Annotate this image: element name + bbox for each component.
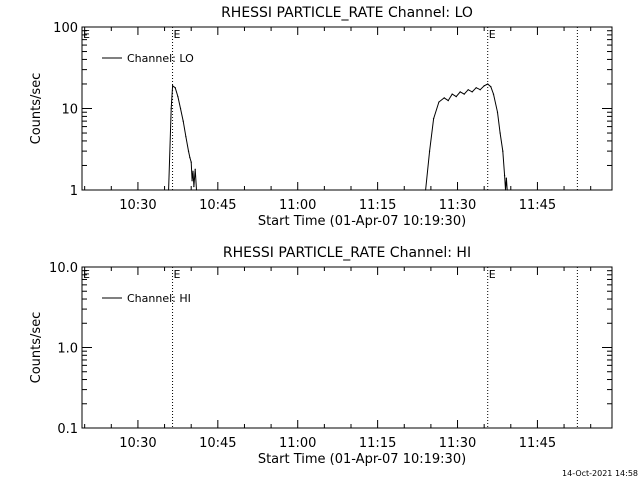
data-point: [505, 177, 507, 179]
x-tick-label: 10:30: [119, 436, 156, 451]
data-point: [467, 89, 469, 91]
data-point: [506, 189, 508, 191]
data-point: [182, 120, 184, 122]
data-point: [174, 87, 176, 89]
data-point: [170, 107, 172, 110]
event-marker-label: E: [83, 268, 90, 281]
y-tick-label: 10.0: [49, 261, 78, 276]
data-point: [185, 136, 187, 138]
data-point: [487, 83, 489, 85]
data-point: [490, 86, 492, 88]
data-point: [499, 132, 501, 134]
x-tick-label: 11:30: [439, 198, 476, 213]
data-point: [190, 161, 192, 163]
y-tick-label: 1.0: [57, 342, 78, 357]
data-point: [195, 189, 198, 191]
x-axis-label: Start Time (01-Apr-07 10:19:30): [258, 452, 466, 467]
y-tick-label: 0.1: [57, 422, 78, 437]
data-point: [451, 93, 453, 95]
data-point: [504, 189, 507, 191]
y-tick-label: 1: [70, 184, 78, 199]
series-line: [425, 83, 508, 191]
data-point: [167, 189, 170, 191]
x-tick-label: 11:15: [359, 436, 396, 451]
data-point: [503, 175, 506, 177]
lo-channel-plot: RHESSI PARTICLE_RATE Channel: LO 10:30 10:…: [29, 5, 613, 229]
data-point: [194, 168, 196, 170]
data-point: [455, 95, 457, 98]
data-point: [428, 150, 431, 152]
data-point: [447, 100, 449, 102]
legend-label: Channel: LO: [127, 52, 194, 65]
x-tick-label: 11:00: [279, 436, 316, 451]
y-axis-label: Counts/sec: [29, 312, 44, 384]
event-marker-label: E: [489, 28, 496, 41]
data-point: [502, 150, 504, 152]
event-marker-label: E: [489, 268, 496, 281]
data-point: [443, 97, 445, 99]
event-marker-label: E: [174, 268, 181, 281]
data-point: [177, 95, 179, 98]
y-tick-label: 10: [61, 103, 78, 118]
data-point: [192, 170, 194, 172]
data-point: [432, 118, 435, 120]
x-tick-label: 11:45: [519, 198, 556, 213]
data-point: [492, 93, 495, 95]
data-point: [191, 180, 193, 182]
data-point: [171, 85, 174, 87]
event-marker-label: E: [83, 28, 90, 41]
chart-title: RHESSI PARTICLE_RATE Channel: LO: [221, 5, 473, 21]
data-point: [179, 107, 182, 110]
data-point: [475, 87, 477, 89]
data-point: [479, 89, 481, 91]
data-point: [193, 186, 195, 188]
chart-title: RHESSI PARTICLE_RATE Channel: HI: [223, 245, 471, 261]
legend-label: Channel: HI: [127, 292, 191, 305]
x-tick-label: 10:45: [199, 436, 236, 451]
data-point: [483, 85, 485, 87]
data-point: [438, 101, 440, 103]
data-point: [496, 111, 499, 113]
series-line: [168, 84, 197, 191]
event-marker-label: E: [174, 28, 181, 41]
x-tick-label: 11:15: [359, 198, 396, 213]
x-axis-label: Start Time (01-Apr-07 10:19:30): [258, 214, 466, 229]
x-tick-label: 11:00: [279, 198, 316, 213]
x-tick-label: 11:30: [439, 436, 476, 451]
x-tick-label: 10:45: [199, 198, 236, 213]
data-point: [424, 189, 427, 191]
y-tick-label: 100: [53, 21, 78, 36]
data-point: [471, 91, 473, 93]
data-point: [463, 93, 465, 95]
plot-timestamp: 14-Oct-2021 14:58: [562, 469, 638, 478]
data-point: [459, 91, 461, 93]
y-axis-label: Counts/sec: [29, 73, 44, 145]
data-point: [189, 156, 191, 159]
x-tick-label: 10:30: [119, 198, 156, 213]
hi-channel-plot: RHESSI PARTICLE_RATE Channel: HI 10:30 10:…: [29, 245, 613, 467]
x-tick-label: 11:45: [519, 436, 556, 451]
data-point: [187, 150, 190, 152]
